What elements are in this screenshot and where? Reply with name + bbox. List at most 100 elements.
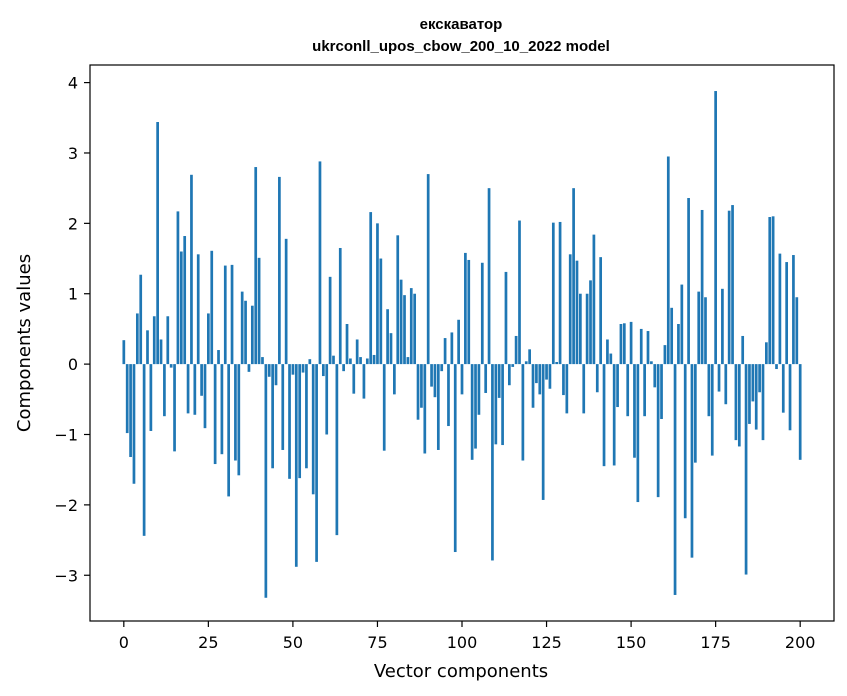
bar bbox=[585, 293, 589, 365]
bar bbox=[210, 250, 214, 365]
bar bbox=[477, 364, 481, 415]
bar bbox=[778, 253, 782, 365]
bar bbox=[795, 297, 799, 365]
bar bbox=[653, 364, 657, 388]
bar bbox=[352, 364, 356, 394]
bar bbox=[788, 364, 792, 431]
chart-subtitle: ukrconll_upos_cbow_200_10_2022 model bbox=[312, 38, 610, 55]
x-tick-label: 125 bbox=[531, 633, 562, 652]
bar bbox=[254, 167, 258, 365]
bar bbox=[717, 364, 721, 392]
bar bbox=[298, 364, 302, 479]
x-tick-label: 100 bbox=[447, 633, 478, 652]
bar bbox=[798, 364, 802, 460]
bar bbox=[616, 364, 619, 408]
bar bbox=[409, 288, 413, 365]
bar bbox=[677, 324, 680, 365]
bar bbox=[565, 364, 569, 414]
chart-title: екскаватор bbox=[420, 16, 503, 33]
y-axis-ticks: −3 −2 −1 0 1 2 3 4 bbox=[54, 74, 90, 585]
bar bbox=[264, 364, 268, 598]
bar bbox=[169, 364, 173, 368]
bar bbox=[318, 161, 322, 365]
bar bbox=[453, 364, 457, 553]
bar bbox=[609, 353, 613, 365]
bar bbox=[450, 332, 454, 365]
bar bbox=[200, 364, 203, 396]
bar bbox=[288, 364, 291, 479]
bar bbox=[332, 355, 335, 365]
bar bbox=[426, 174, 430, 365]
bar bbox=[660, 364, 663, 420]
bar bbox=[281, 364, 285, 450]
y-tick-label: 0 bbox=[68, 355, 78, 374]
bar bbox=[291, 364, 295, 375]
bar bbox=[470, 364, 474, 460]
bar bbox=[727, 210, 731, 365]
x-tick-label: 50 bbox=[283, 633, 303, 652]
bar bbox=[673, 364, 677, 595]
bar bbox=[420, 364, 423, 408]
bar bbox=[163, 364, 166, 417]
bar bbox=[186, 364, 190, 414]
bar bbox=[362, 364, 366, 399]
x-tick-label: 150 bbox=[616, 633, 647, 652]
bar bbox=[538, 364, 542, 395]
bar bbox=[159, 339, 163, 365]
bar bbox=[761, 364, 765, 441]
bar bbox=[244, 300, 247, 365]
bar bbox=[257, 257, 261, 365]
bar bbox=[234, 364, 237, 461]
bar bbox=[271, 364, 274, 469]
bar bbox=[156, 122, 159, 365]
bar bbox=[487, 188, 491, 365]
bar bbox=[305, 364, 308, 469]
bar bbox=[731, 205, 734, 365]
bar bbox=[656, 364, 660, 498]
bar bbox=[602, 364, 606, 467]
bar bbox=[484, 364, 488, 393]
bar bbox=[406, 357, 410, 365]
bar bbox=[690, 364, 694, 558]
bar bbox=[589, 280, 592, 365]
bar bbox=[217, 350, 220, 365]
bar bbox=[714, 91, 717, 365]
y-tick-label: −3 bbox=[54, 566, 78, 585]
bar bbox=[203, 364, 207, 429]
bar bbox=[467, 259, 471, 365]
bar bbox=[457, 319, 460, 365]
bar bbox=[555, 362, 559, 365]
bar bbox=[765, 342, 768, 365]
x-axis-label: Vector components bbox=[374, 661, 548, 682]
bar bbox=[142, 364, 146, 536]
bar bbox=[135, 313, 139, 365]
bar bbox=[680, 284, 684, 365]
bar bbox=[349, 358, 352, 365]
bar bbox=[551, 222, 555, 365]
bar bbox=[737, 364, 741, 447]
bar bbox=[129, 364, 132, 458]
bar bbox=[524, 361, 528, 365]
bar bbox=[220, 364, 224, 455]
bar bbox=[636, 364, 640, 503]
y-tick-label: 4 bbox=[68, 74, 78, 93]
bar bbox=[572, 188, 575, 365]
bar bbox=[511, 364, 515, 367]
bar bbox=[666, 156, 670, 365]
bar bbox=[592, 234, 596, 365]
bar bbox=[321, 364, 325, 377]
bar bbox=[261, 357, 264, 365]
x-tick-label: 25 bbox=[198, 633, 218, 652]
bar bbox=[633, 364, 636, 458]
bar bbox=[670, 307, 674, 365]
bar bbox=[152, 316, 156, 365]
bar bbox=[707, 364, 711, 417]
bar bbox=[325, 364, 329, 435]
bar bbox=[294, 364, 298, 567]
bar bbox=[355, 339, 359, 365]
bar bbox=[619, 324, 623, 365]
bar bbox=[643, 364, 646, 417]
bar bbox=[196, 254, 200, 365]
plot-frame bbox=[89, 64, 835, 622]
x-tick-label: 0 bbox=[119, 633, 129, 652]
